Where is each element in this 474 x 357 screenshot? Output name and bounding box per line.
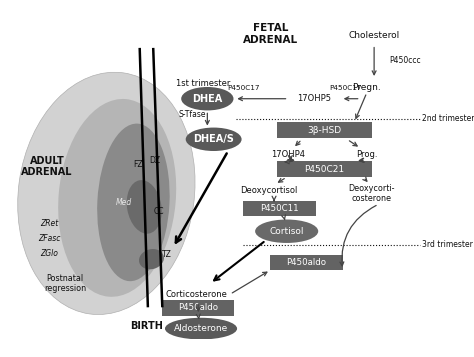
Text: Cholesterol: Cholesterol [348, 31, 400, 40]
Text: 3β-HSD: 3β-HSD [308, 126, 342, 135]
Text: TZ: TZ [162, 250, 172, 259]
Text: P450C17: P450C17 [329, 85, 362, 91]
Text: Pregn.: Pregn. [353, 84, 381, 92]
Text: Postnatal
regression: Postnatal regression [44, 274, 86, 293]
Ellipse shape [18, 72, 195, 315]
Text: Deoxycortisol: Deoxycortisol [240, 186, 297, 195]
Text: Prog.: Prog. [356, 150, 378, 159]
Ellipse shape [97, 124, 170, 281]
Text: 1st trimester: 1st trimester [176, 79, 230, 88]
FancyBboxPatch shape [277, 122, 372, 139]
Text: BIRTH: BIRTH [130, 321, 164, 331]
FancyBboxPatch shape [162, 300, 234, 316]
Ellipse shape [255, 220, 318, 243]
Ellipse shape [127, 180, 162, 234]
Text: FZ: FZ [133, 160, 143, 169]
Ellipse shape [58, 99, 176, 297]
Text: 17OHP4: 17OHP4 [272, 150, 305, 159]
Text: FETAL
ADRENAL: FETAL ADRENAL [243, 23, 298, 45]
Text: ZFasc: ZFasc [38, 234, 61, 243]
Text: CC: CC [154, 207, 164, 216]
Text: P450C17: P450C17 [227, 85, 260, 91]
Ellipse shape [186, 127, 242, 151]
Text: Aldosterone: Aldosterone [174, 324, 228, 333]
Text: P450C21: P450C21 [304, 165, 345, 174]
Text: DHEA: DHEA [192, 94, 222, 104]
Text: P450aldo: P450aldo [286, 258, 327, 267]
Ellipse shape [181, 87, 234, 110]
Text: Deoxycorti-
costerone: Deoxycorti- costerone [348, 183, 395, 203]
Ellipse shape [165, 318, 237, 340]
Text: P450aldo: P450aldo [178, 303, 219, 312]
Ellipse shape [139, 249, 164, 269]
Text: 2nd trimester: 2nd trimester [422, 114, 474, 123]
Text: DZ: DZ [149, 156, 161, 165]
Text: P450C11: P450C11 [260, 204, 299, 213]
FancyBboxPatch shape [277, 161, 372, 177]
Text: ZGlo: ZGlo [41, 249, 58, 258]
Text: 17OHP5: 17OHP5 [297, 94, 331, 103]
Text: S-Tfase: S-Tfase [178, 110, 206, 120]
Text: ZRet: ZRet [40, 218, 59, 228]
Text: DHEA/S: DHEA/S [193, 134, 234, 144]
Text: P450ccc: P450ccc [390, 56, 421, 65]
Text: Med: Med [116, 198, 133, 207]
Text: ADULT
ADRENAL: ADULT ADRENAL [21, 156, 73, 177]
Text: Corticosterone: Corticosterone [165, 290, 228, 299]
FancyBboxPatch shape [244, 201, 316, 216]
FancyBboxPatch shape [271, 255, 343, 271]
Text: 3rd trimester: 3rd trimester [422, 240, 473, 249]
Text: Cortisol: Cortisol [269, 227, 304, 236]
